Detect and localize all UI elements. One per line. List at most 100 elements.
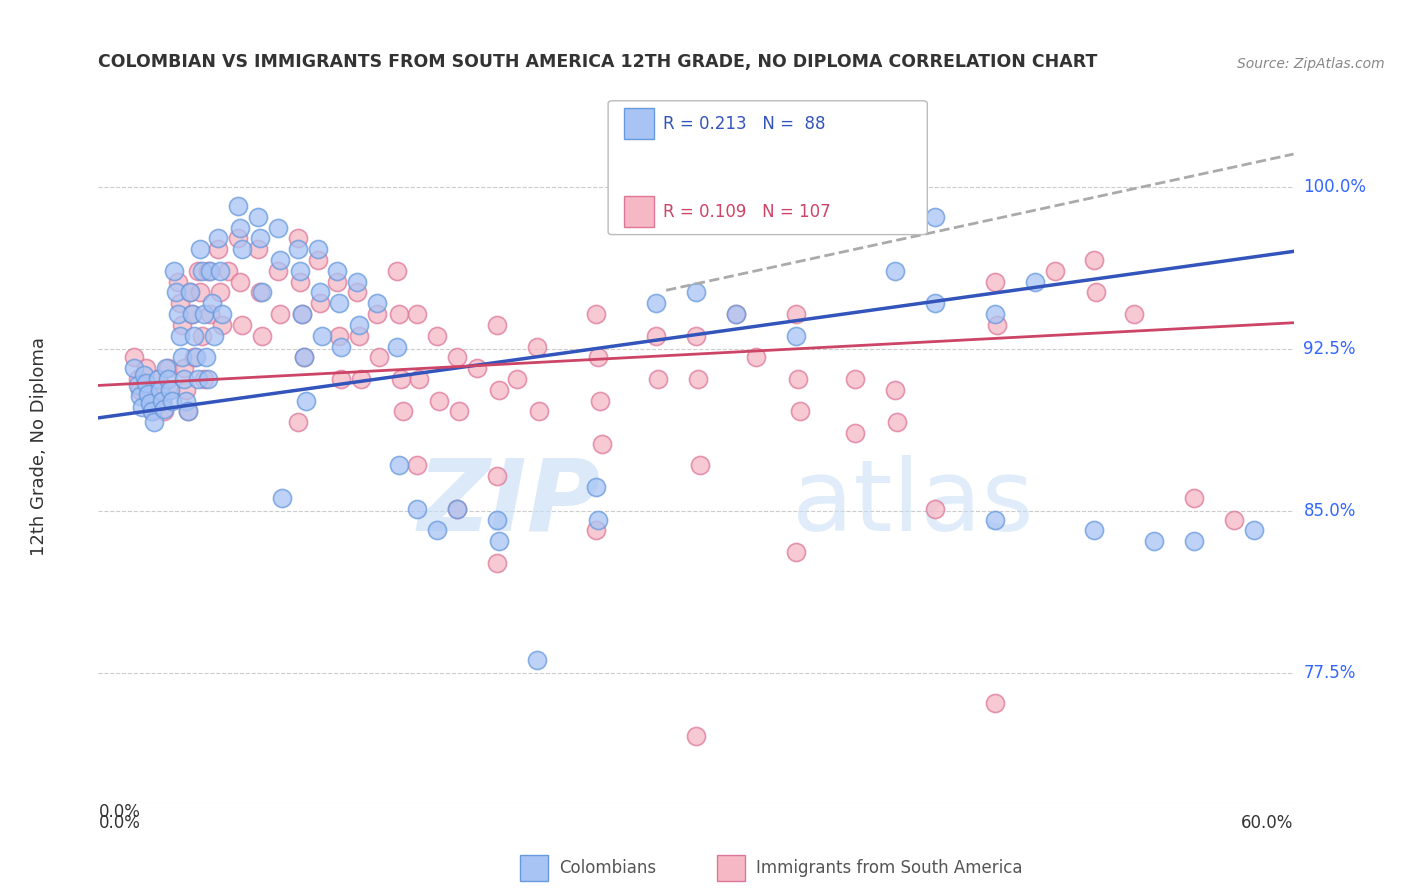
Point <box>160 393 183 408</box>
Point <box>406 501 429 516</box>
Point <box>135 376 157 391</box>
Point <box>226 199 249 213</box>
Text: COLOMBIAN VS IMMIGRANTS FROM SOUTH AMERICA 12TH GRADE, NO DIPLOMA CORRELATION CH: COLOMBIAN VS IMMIGRANTS FROM SOUTH AMERI… <box>98 54 1098 71</box>
Point <box>177 404 200 418</box>
Point <box>181 307 204 321</box>
Point <box>207 242 229 256</box>
Point <box>231 318 253 332</box>
Point <box>886 415 908 429</box>
Point <box>884 264 907 278</box>
Point <box>267 220 290 235</box>
Point <box>148 372 170 386</box>
Point <box>169 296 191 310</box>
Point <box>392 404 415 418</box>
Point <box>1043 264 1066 278</box>
Point <box>406 458 429 473</box>
Point <box>488 383 510 397</box>
Point <box>1083 524 1105 538</box>
Point <box>181 307 204 321</box>
Point <box>136 387 159 401</box>
Point <box>184 351 207 365</box>
Point <box>408 372 430 386</box>
Point <box>124 361 146 376</box>
Point <box>685 285 707 300</box>
Point <box>984 512 1007 526</box>
Point <box>270 491 292 505</box>
Point <box>155 361 177 376</box>
Text: 0.0%: 0.0% <box>98 803 141 821</box>
Point <box>191 328 214 343</box>
Point <box>131 400 153 414</box>
Point <box>368 351 391 365</box>
Point <box>427 393 450 408</box>
Point <box>789 404 811 418</box>
Point <box>148 372 170 386</box>
Point <box>167 275 190 289</box>
Point <box>986 318 1008 332</box>
Point <box>585 480 607 494</box>
Point <box>884 383 907 397</box>
Point <box>229 275 252 289</box>
Point <box>447 404 470 418</box>
Point <box>229 220 252 235</box>
Point <box>183 351 205 365</box>
Text: 12th Grade, No Diploma: 12th Grade, No Diploma <box>30 336 48 556</box>
Point <box>287 231 309 245</box>
Point <box>366 307 388 321</box>
Point <box>159 383 181 397</box>
Point <box>308 296 330 310</box>
Text: 85.0%: 85.0% <box>1303 502 1355 520</box>
Point <box>269 307 291 321</box>
Point <box>231 242 253 256</box>
Point <box>1182 491 1205 505</box>
Point <box>269 253 291 268</box>
Point <box>294 393 316 408</box>
Point <box>217 264 239 278</box>
Point <box>267 264 290 278</box>
Point <box>150 393 173 408</box>
Point <box>308 285 330 300</box>
Point <box>388 458 411 473</box>
Point <box>724 307 747 321</box>
Point <box>1243 524 1265 538</box>
Point <box>141 404 163 418</box>
Point <box>645 296 668 310</box>
Point <box>197 264 219 278</box>
Point <box>193 372 215 386</box>
Point <box>127 372 149 386</box>
Point <box>346 275 368 289</box>
Point <box>349 328 371 343</box>
Point <box>191 264 214 278</box>
Text: 100.0%: 100.0% <box>1303 178 1367 195</box>
Point <box>984 275 1007 289</box>
Text: Colombians: Colombians <box>560 859 657 877</box>
Point <box>326 264 349 278</box>
Point <box>159 383 181 397</box>
Point <box>689 458 711 473</box>
Point <box>211 318 233 332</box>
Point <box>591 437 613 451</box>
Point <box>136 383 159 397</box>
Point <box>165 285 187 300</box>
Point <box>328 328 350 343</box>
Point <box>311 328 333 343</box>
Point <box>188 242 211 256</box>
Point <box>389 372 412 386</box>
Point <box>1143 534 1166 549</box>
Point <box>406 307 429 321</box>
Point <box>287 415 309 429</box>
Point <box>1123 307 1146 321</box>
Point <box>388 307 411 321</box>
Point <box>201 296 224 310</box>
Point <box>172 318 194 332</box>
Point <box>208 264 231 278</box>
Point <box>526 653 548 667</box>
Point <box>485 318 508 332</box>
Point <box>153 404 176 418</box>
Point <box>526 339 548 353</box>
Point <box>157 361 180 376</box>
Point <box>187 264 209 278</box>
Text: Source: ZipAtlas.com: Source: ZipAtlas.com <box>1237 57 1385 71</box>
Point <box>291 307 314 321</box>
Point <box>588 351 610 365</box>
